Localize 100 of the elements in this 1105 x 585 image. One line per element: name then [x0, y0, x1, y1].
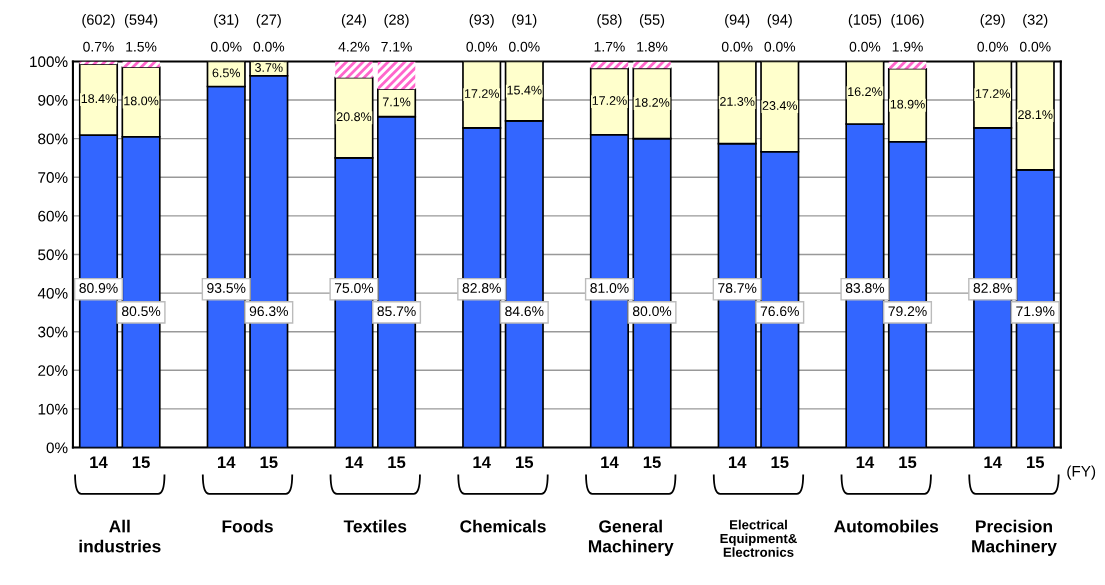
data-label: 84.6%: [505, 306, 544, 317]
bar: [377, 61, 416, 90]
data-label: 17.2%: [975, 89, 1010, 98]
text: Electrical Equipment& Electronics: [720, 519, 797, 557]
text: (FY): [1067, 465, 1096, 480]
text: (602): [82, 14, 115, 28]
text: (58): [597, 14, 622, 28]
text: (32): [1023, 14, 1048, 28]
data-label: 21.3%: [720, 97, 755, 106]
y-tick-label: 60%: [38, 210, 68, 222]
y-tick-label: 50%: [38, 249, 68, 261]
data-label: 7.1%: [381, 41, 412, 52]
text: (94): [725, 14, 750, 28]
data-label: 0.0%: [253, 41, 285, 52]
x-tick-label: 14: [218, 456, 236, 468]
data-label: 18.2%: [635, 98, 670, 107]
data-label: 0.0%: [509, 41, 540, 52]
data-label: 18.9%: [890, 99, 925, 109]
data-label: 76.6%: [760, 306, 799, 317]
y-tick-label: 80%: [38, 133, 68, 145]
y-tick-label: 100%: [30, 56, 68, 68]
data-label: 0.0%: [764, 41, 796, 52]
text: (29): [980, 14, 1005, 28]
data-label: 15.4%: [507, 85, 542, 95]
data-label: 17.2%: [592, 96, 627, 105]
data-label: 1.5%: [126, 41, 157, 52]
text: (94): [767, 14, 792, 28]
text: (55): [639, 14, 665, 28]
text: (106): [891, 14, 924, 28]
text: Textiles: [343, 519, 407, 533]
x-tick-label: 15: [771, 456, 789, 469]
data-label: 80.9%: [79, 283, 118, 293]
text: All industries: [79, 519, 161, 553]
text: Precision Machinery: [972, 519, 1057, 556]
data-label: 80.5%: [121, 306, 161, 317]
data-label: 6.5%: [212, 68, 241, 78]
x-tick-label: 14: [984, 456, 1002, 468]
data-label: 83.8%: [845, 283, 885, 293]
x-tick-label: 15: [643, 456, 661, 469]
data-label: 0.0%: [849, 41, 881, 52]
data-label: 28.1%: [1018, 110, 1053, 120]
data-label: 71.9%: [1016, 306, 1055, 317]
data-label: 81.0%: [590, 283, 629, 293]
data-label: 18.4%: [81, 94, 116, 103]
data-label: 20.8%: [336, 112, 372, 122]
data-label: 79.2%: [888, 306, 927, 317]
text: Automobiles: [834, 519, 939, 533]
data-label: 0.7%: [83, 41, 114, 52]
data-label: 23.4%: [762, 101, 798, 110]
data-label: 82.8%: [462, 283, 501, 293]
bar: [590, 61, 629, 69]
text: Foods: [222, 519, 273, 533]
y-tick-label: 40%: [37, 287, 68, 299]
text: (28): [384, 14, 409, 28]
text: (594): [124, 14, 158, 28]
y-tick-label: 30%: [38, 326, 68, 338]
data-label: 7.1%: [382, 97, 411, 107]
y-tick-label: 10%: [38, 403, 68, 415]
y-tick-label: 90%: [38, 94, 68, 106]
data-label: 0.0%: [210, 41, 242, 52]
text: (105): [848, 14, 882, 28]
text: General Machinery: [588, 519, 674, 556]
x-tick-label: 15: [260, 456, 278, 469]
bar: [335, 61, 373, 78]
data-label: 0.0%: [721, 41, 753, 52]
text: (27): [256, 14, 281, 28]
text: (91): [512, 14, 537, 28]
data-label: 75.0%: [334, 283, 374, 293]
x-tick-label: 14: [728, 456, 747, 468]
x-tick-label: 15: [132, 456, 150, 469]
data-label: 80.0%: [632, 306, 672, 317]
data-label: 0.0%: [977, 41, 1009, 52]
data-label: 1.8%: [637, 41, 668, 52]
x-tick-label: 14: [856, 456, 875, 468]
data-label: 4.2%: [338, 41, 370, 52]
text: (93): [469, 14, 494, 28]
data-label: 0.0%: [1019, 41, 1051, 52]
text: (24): [341, 14, 367, 28]
x-tick-label: 15: [899, 456, 917, 469]
y-tick-label: 0%: [46, 442, 68, 454]
x-tick-label: 14: [345, 456, 364, 468]
data-label: 1.7%: [594, 41, 625, 52]
x-tick-label: 15: [388, 456, 406, 469]
bar: [888, 61, 927, 69]
data-label: 18.0%: [124, 96, 159, 106]
data-label: 85.7%: [377, 306, 416, 317]
data-label: 3.7%: [255, 63, 283, 72]
data-label: 78.7%: [718, 283, 757, 293]
x-tick-label: 14: [90, 456, 108, 468]
data-label: 17.2%: [464, 89, 499, 98]
data-label: 0.0%: [466, 41, 498, 52]
x-tick-label: 14: [473, 456, 491, 468]
data-label: 1.9%: [892, 41, 923, 52]
text: Chemicals: [460, 519, 546, 533]
text: (31): [214, 14, 239, 28]
x-tick-label: 15: [1027, 456, 1045, 469]
data-label: 16.2%: [848, 87, 883, 97]
y-tick-label: 70%: [38, 172, 68, 183]
data-label: 93.5%: [207, 283, 246, 293]
data-label: 82.8%: [973, 283, 1012, 293]
